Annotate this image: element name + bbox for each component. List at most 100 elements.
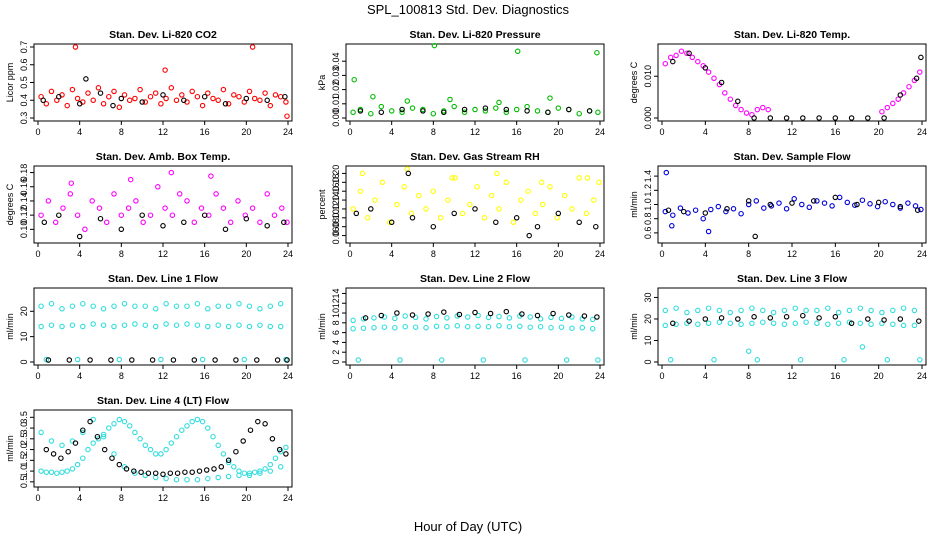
data-point	[205, 90, 211, 96]
data-point	[149, 357, 156, 363]
x-tick-label: 24	[917, 127, 927, 137]
data-point	[284, 219, 290, 226]
data-point	[388, 219, 395, 226]
data-point	[264, 191, 270, 197]
data-point	[496, 206, 502, 212]
y-tick-label: 1.0	[643, 198, 653, 211]
data-point	[215, 322, 221, 328]
x-tick-label: 8	[746, 371, 751, 381]
data-point	[372, 197, 378, 203]
data-point	[90, 97, 96, 104]
y-tick-label: 0.16	[19, 178, 29, 196]
x-tick-label: 20	[241, 371, 251, 381]
data-point	[586, 108, 593, 114]
data-point	[770, 320, 777, 327]
data-point	[191, 357, 198, 363]
x-tick-label: 8	[746, 127, 751, 137]
data-point	[40, 97, 46, 104]
panel-4: Stan. Dev. Amb. Box Temp. 0 4 8 12 16 20 24 0.10…	[5, 151, 293, 259]
data-point	[152, 474, 159, 481]
series-1	[662, 169, 924, 235]
data-point	[716, 319, 723, 325]
data-point	[65, 448, 71, 455]
data-point	[689, 54, 696, 61]
data-point	[111, 323, 117, 330]
x-tick-label: 4	[77, 249, 82, 259]
data-point	[38, 212, 44, 218]
data-point	[897, 316, 904, 322]
data-point	[205, 425, 211, 431]
data-point	[594, 314, 600, 320]
data-point	[74, 356, 81, 363]
data-point	[247, 427, 254, 433]
data-point	[669, 223, 675, 229]
x-tick-label: 12	[158, 493, 168, 503]
data-point	[121, 300, 128, 307]
data-point	[351, 76, 357, 83]
data-point	[257, 97, 263, 104]
x-tick-label: 16	[512, 127, 522, 137]
series-2	[362, 308, 600, 321]
series-1	[38, 44, 290, 119]
y-tick-label: 20	[643, 314, 653, 324]
data-point	[208, 173, 214, 179]
data-point	[803, 319, 809, 325]
data-point	[184, 198, 190, 204]
data-point	[173, 322, 180, 328]
data-point	[677, 205, 684, 211]
data-point	[163, 446, 169, 453]
data-point	[205, 323, 211, 330]
data-point	[121, 92, 128, 98]
data-point	[430, 188, 437, 194]
data-point	[680, 208, 687, 215]
y-tick-label: 0.6	[643, 227, 653, 240]
data-point	[121, 322, 128, 328]
data-point	[378, 312, 385, 319]
data-point	[59, 306, 65, 312]
data-point	[80, 427, 86, 433]
data-point	[727, 309, 734, 316]
data-point	[673, 305, 679, 311]
data-point	[905, 200, 911, 206]
data-point	[738, 307, 744, 314]
data-point	[69, 303, 76, 309]
data-point	[392, 324, 398, 331]
x-tick-label: 0	[35, 127, 40, 137]
data-point	[594, 49, 600, 56]
data-point	[686, 318, 692, 324]
data-point	[917, 357, 923, 363]
data-point	[184, 423, 190, 429]
data-point	[452, 175, 458, 181]
data-point	[875, 199, 882, 206]
data-point	[152, 306, 159, 312]
data-point	[179, 427, 185, 433]
data-point	[142, 442, 149, 449]
data-point	[800, 115, 806, 121]
x-tick-label: 12	[787, 127, 797, 137]
data-point	[715, 203, 722, 210]
data-point	[225, 457, 232, 464]
data-point	[194, 300, 201, 307]
data-point	[80, 429, 86, 436]
data-point	[246, 472, 253, 479]
data-point	[481, 215, 488, 221]
data-point	[87, 418, 93, 425]
data-point	[241, 356, 248, 363]
data-point	[472, 309, 478, 316]
data-point	[561, 192, 568, 199]
data-point	[215, 474, 221, 481]
data-point	[555, 105, 562, 111]
data-point	[269, 436, 276, 442]
data-point	[695, 307, 701, 314]
data-point	[684, 50, 690, 57]
data-point	[142, 99, 149, 105]
y-axis-label: ml/min	[5, 313, 15, 340]
y-axis-label: ml/min	[317, 313, 327, 340]
series-1	[662, 305, 923, 363]
data-point	[72, 440, 79, 446]
x-tick-label: 8	[119, 249, 124, 259]
data-point	[225, 303, 232, 309]
data-point	[686, 50, 692, 57]
data-point	[152, 323, 159, 330]
data-point	[56, 212, 62, 218]
